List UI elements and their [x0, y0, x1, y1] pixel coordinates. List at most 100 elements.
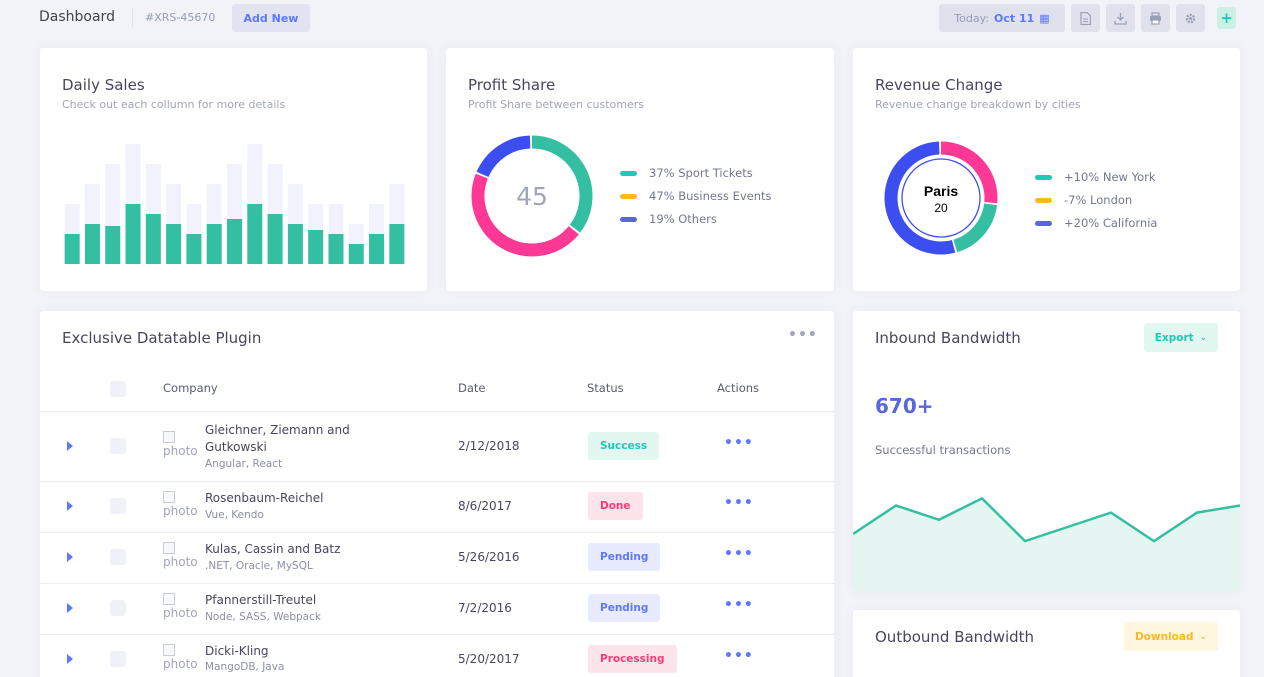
add-new-button[interactable]: Add New: [232, 4, 310, 32]
donut-slice: [953, 203, 998, 253]
sales-bar: [206, 224, 222, 264]
expand-arrow-icon[interactable]: [67, 441, 73, 451]
daily-sales-title: Daily Sales: [62, 76, 145, 94]
company-name: Dicki-Kling: [205, 644, 269, 658]
revenue-center-value: 20: [934, 201, 948, 215]
inbound-title: Inbound Bandwidth: [875, 329, 1021, 347]
sales-bar: [145, 214, 161, 264]
inbound-caption: Successful transactions: [875, 443, 1011, 457]
broken-image-icon: [163, 644, 175, 656]
download-button[interactable]: [1106, 4, 1135, 32]
outbound-title: Outbound Bandwidth: [875, 628, 1035, 646]
legend-item: 47% Business Events: [620, 189, 772, 203]
expand-arrow-icon[interactable]: [67, 654, 73, 664]
row-checkbox[interactable]: [110, 438, 126, 454]
chevron-down-icon: ⌄: [1199, 332, 1208, 343]
sales-bar: [308, 230, 324, 264]
subheader: Dashboard #XRS-45670 Add New Today: Oct …: [0, 0, 1264, 36]
add-plus-button[interactable]: +: [1217, 7, 1236, 29]
legend-swatch: [620, 216, 637, 222]
print-icon: [1150, 11, 1161, 25]
row-checkbox[interactable]: [110, 498, 126, 514]
download-dropdown-button[interactable]: Download ⌄: [1124, 622, 1218, 651]
row-checkbox[interactable]: [110, 549, 126, 565]
company-tech: .NET, Oracle, MySQL: [205, 560, 313, 572]
donut-slice: [476, 135, 531, 178]
photo-alt-text: photo: [163, 444, 198, 458]
legend-swatch: [1035, 174, 1052, 180]
legend-label: 19% Others: [649, 212, 717, 226]
company-name: Pfannerstill-Treutel: [205, 593, 317, 607]
settings-button[interactable]: [1176, 4, 1205, 32]
row-date: 2/12/2018: [458, 439, 520, 453]
datatable-title: Exclusive Datatable Plugin: [62, 329, 262, 347]
column-header-status[interactable]: Status: [587, 381, 624, 395]
row-actions-icon[interactable]: •••: [724, 648, 754, 664]
legend-item: +10% New York: [1035, 170, 1156, 184]
date-prefix: Today:: [954, 11, 990, 25]
row-actions-icon[interactable]: •••: [724, 435, 754, 451]
gear-icon: [1185, 13, 1196, 23]
file-icon: [1080, 11, 1091, 25]
table-row[interactable]: photo Pfannerstill-Treutel Node, SASS, W…: [40, 583, 834, 634]
status-badge: Pending: [588, 594, 661, 622]
sales-bar: [328, 234, 344, 264]
status-badge: Success: [588, 432, 660, 460]
company-tech: Vue, Kendo: [205, 509, 264, 521]
outbound-bandwidth-card: Outbound Bandwidth Download ⌄: [853, 610, 1240, 677]
photo-alt-text: photo: [163, 606, 198, 620]
company-tech: Angular, React: [205, 458, 283, 470]
row-date: 8/6/2017: [458, 499, 512, 513]
select-all-checkbox[interactable]: [110, 381, 126, 397]
subheader-separator: [132, 8, 133, 28]
company-photo: photo: [163, 593, 199, 623]
inbound-line: [853, 496, 1240, 543]
table-row[interactable]: photo Rosenbaum-Reichel Vue, Kendo 8/6/2…: [40, 481, 834, 532]
company-name: Rosenbaum-Reichel: [205, 491, 324, 505]
donut-slice: [884, 141, 956, 255]
legend-swatch: [620, 193, 637, 199]
company-photo: photo: [163, 491, 199, 521]
legend-swatch: [620, 170, 637, 176]
expand-arrow-icon[interactable]: [67, 501, 73, 511]
company-tech: MangoDB, Java: [205, 661, 285, 673]
photo-alt-text: photo: [163, 504, 198, 518]
row-date: 5/20/2017: [458, 652, 520, 666]
table-row[interactable]: photo Gleichner, Ziemann and Gutkowski A…: [40, 411, 834, 481]
more-options-icon[interactable]: •••: [788, 327, 818, 343]
legend-swatch: [1035, 220, 1052, 226]
row-actions-icon[interactable]: •••: [724, 546, 754, 562]
row-checkbox[interactable]: [110, 600, 126, 616]
legend-swatch: [1035, 197, 1052, 203]
file-button[interactable]: [1071, 4, 1100, 32]
expand-arrow-icon[interactable]: [67, 552, 73, 562]
row-checkbox[interactable]: [110, 651, 126, 667]
legend-item: -7% London: [1035, 193, 1132, 207]
column-header-company[interactable]: Company: [163, 381, 218, 395]
row-actions-icon[interactable]: •••: [724, 495, 754, 511]
sales-bar: [267, 214, 283, 264]
company-photo: photo: [163, 431, 199, 461]
photo-alt-text: photo: [163, 555, 198, 569]
inbound-area-chart: [853, 496, 1240, 591]
export-button[interactable]: Export ⌄: [1144, 323, 1218, 352]
profit-share-center-value: 45: [516, 182, 548, 211]
inbound-area-fill: [853, 498, 1240, 591]
table-row[interactable]: photo Dicki-Kling MangoDB, Java 5/20/201…: [40, 634, 834, 677]
expand-arrow-icon[interactable]: [67, 603, 73, 613]
legend-label: 37% Sport Tickets: [649, 166, 753, 180]
row-actions-icon[interactable]: •••: [724, 597, 754, 613]
sales-bar: [287, 224, 303, 264]
plus-icon: +: [1220, 9, 1233, 27]
donut-slice: [940, 141, 998, 204]
broken-image-icon: [163, 542, 175, 554]
donut-slice: [531, 135, 593, 233]
broken-image-icon: [163, 431, 175, 443]
column-header-date[interactable]: Date: [458, 381, 486, 395]
print-button[interactable]: [1141, 4, 1170, 32]
date-picker-button[interactable]: Today: Oct 11 ▦: [939, 4, 1065, 32]
sales-bar: [247, 204, 263, 264]
download-icon: [1114, 12, 1127, 25]
table-row[interactable]: photo Kulas, Cassin and Batz .NET, Oracl…: [40, 532, 834, 583]
download-label: Download: [1134, 630, 1194, 643]
